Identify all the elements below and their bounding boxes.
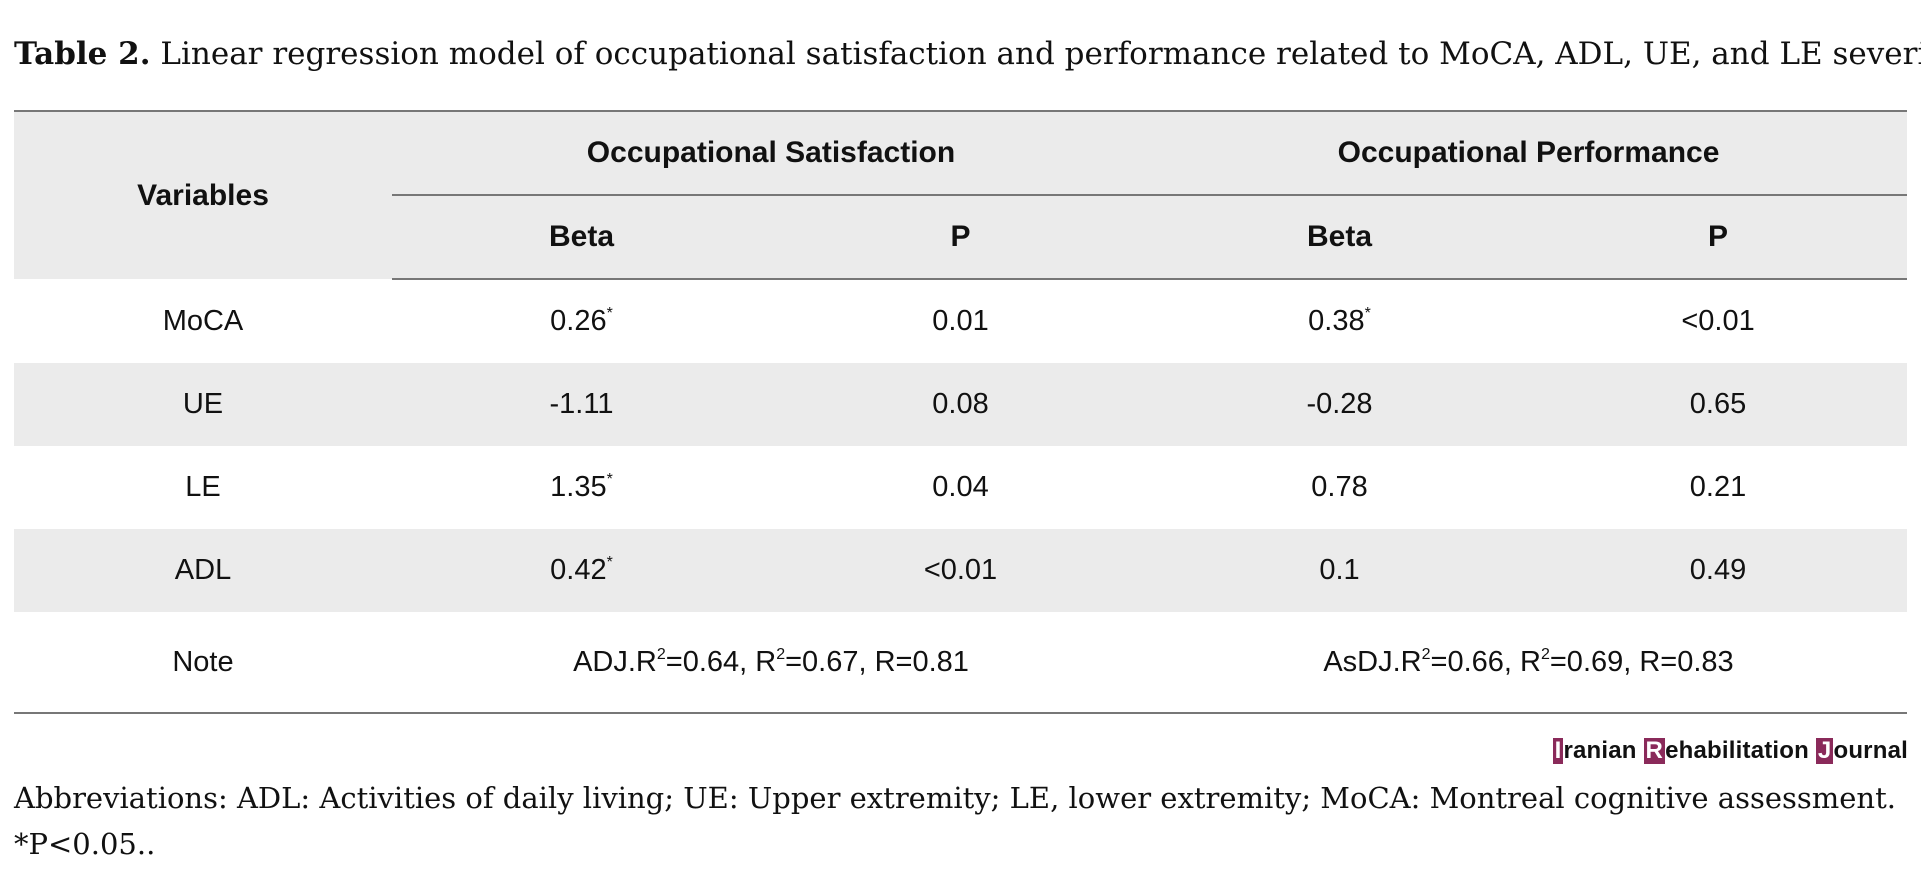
- row-variable: LE: [185, 471, 221, 503]
- table-title: Linear regression model of occupational …: [160, 36, 1921, 72]
- subheader-sat-p: P: [771, 195, 1151, 280]
- row-variable: MoCA: [162, 304, 244, 337]
- significance-mark: *: [606, 471, 613, 488]
- subheader-perf-beta: Beta: [1150, 195, 1530, 280]
- sat-p-cell: 0.08: [932, 388, 989, 420]
- group-header-satisfaction: Occupational Satisfaction: [392, 110, 1151, 196]
- note-row: Note ADJ.R2=0.64, R2=0.67, R=0.81 AsDJ.R…: [14, 612, 1908, 714]
- significance-mark: *: [606, 305, 613, 322]
- row-variable: ADL: [174, 554, 232, 586]
- variables-header: Variables: [14, 110, 392, 279]
- table-row: MoCA 0.26* 0.01 0.38* <0.01: [14, 279, 1907, 363]
- significance-mark: *: [606, 554, 613, 571]
- header-row-groups: Variables Occupational Satisfaction Occu…: [14, 110, 1908, 279]
- sat-beta-cell: 1.35*: [550, 471, 613, 503]
- sat-p-cell: 0.04: [932, 471, 989, 503]
- journal-logo: Iranian Rehabilitation Journal: [1552, 737, 1908, 764]
- perf-p-cell: 0.49: [1689, 554, 1747, 586]
- perf-p-cell: <0.01: [1681, 305, 1755, 337]
- table-row: ADL 0.42* <0.01 0.1 0.49: [14, 529, 1908, 612]
- note-performance: AsDJ.R2=0.66, R2=0.69, R=0.83: [1150, 612, 1908, 714]
- perf-beta-cell: 0.78: [1311, 471, 1368, 503]
- significance-note: *P<0.05..: [14, 827, 156, 861]
- sat-beta-cell: 0.42*: [550, 554, 613, 586]
- sat-p-cell: <0.01: [923, 554, 998, 586]
- note-label: Note: [14, 612, 392, 714]
- subheader-perf-p: P: [1529, 195, 1908, 280]
- table-row: UE -1.11 0.08 -0.28 0.65: [14, 363, 1908, 446]
- perf-beta-cell: -0.28: [1306, 388, 1373, 420]
- header-row-subcolumns: Beta P Beta P: [14, 195, 1908, 280]
- regression-table: Variables Occupational Satisfaction Occu…: [14, 110, 1908, 714]
- table-caption: Table 2. Linear regression model of occu…: [14, 30, 1921, 78]
- note-satisfaction: ADJ.R2=0.64, R2=0.67, R=0.81: [392, 612, 1151, 714]
- perf-p-cell: 0.21: [1689, 471, 1747, 503]
- perf-beta-cell: 0.1: [1319, 554, 1360, 586]
- subheader-sat-beta: Beta: [392, 195, 771, 280]
- table-footnote: Abbreviations: ADL: Activities of daily …: [14, 775, 1914, 867]
- sat-p-cell: 0.01: [932, 305, 989, 337]
- abbreviations-note: Abbreviations: ADL: Activities of daily …: [14, 781, 1896, 815]
- group-header-performance: Occupational Performance: [1150, 110, 1908, 196]
- table-label: Table 2.: [14, 36, 151, 72]
- row-variable: UE: [182, 388, 224, 420]
- sat-beta-cell: -1.11: [549, 388, 614, 420]
- perf-beta-cell: 0.38*: [1308, 305, 1371, 337]
- significance-mark: *: [1364, 305, 1371, 322]
- perf-p-cell: 0.65: [1689, 388, 1747, 420]
- sat-beta-cell: 0.26*: [550, 305, 613, 337]
- table-row: LE 1.35* 0.04 0.78 0.21: [14, 446, 1907, 529]
